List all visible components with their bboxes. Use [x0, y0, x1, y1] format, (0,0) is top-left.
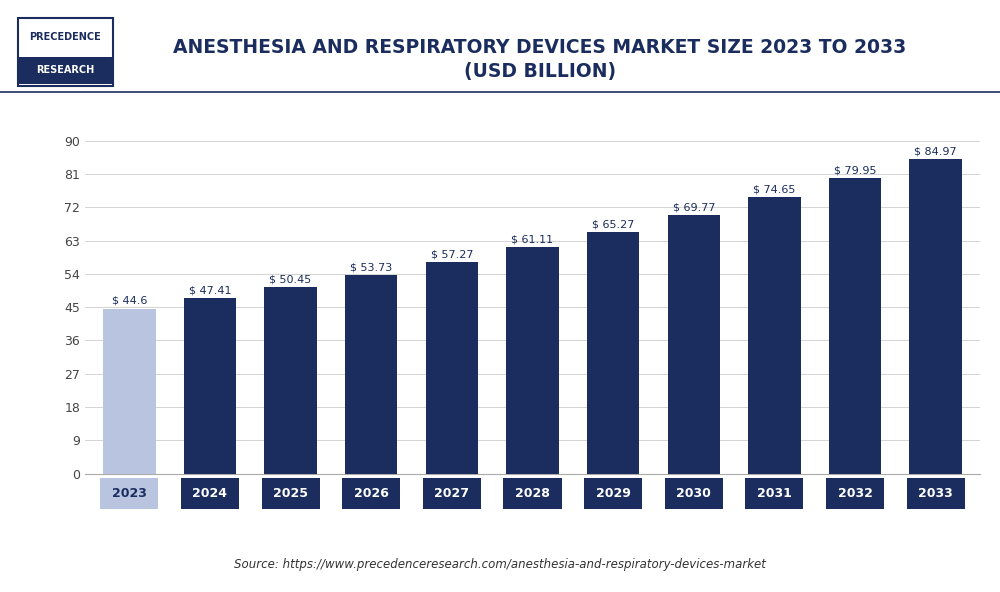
Text: $ 53.73: $ 53.73: [350, 262, 392, 272]
Text: $ 69.77: $ 69.77: [673, 203, 715, 213]
Text: $ 57.27: $ 57.27: [431, 249, 473, 259]
Text: 2027: 2027: [434, 487, 469, 500]
Bar: [748, 197, 801, 474]
Text: $ 50.45: $ 50.45: [269, 274, 312, 284]
Text: PRECEDENCE: PRECEDENCE: [30, 32, 101, 42]
Bar: [264, 287, 317, 474]
Text: $ 47.41: $ 47.41: [189, 285, 231, 295]
Bar: [506, 247, 559, 474]
Text: 2023: 2023: [112, 487, 147, 500]
Text: $ 61.11: $ 61.11: [511, 235, 554, 245]
Text: 2028: 2028: [515, 487, 550, 500]
Text: $ 65.27: $ 65.27: [592, 220, 634, 230]
Text: $ 79.95: $ 79.95: [834, 165, 876, 175]
Text: 2024: 2024: [192, 487, 227, 500]
Bar: [829, 178, 881, 474]
Bar: [103, 308, 156, 474]
Text: 2032: 2032: [838, 487, 872, 500]
Text: 2031: 2031: [757, 487, 792, 500]
Bar: [909, 159, 962, 474]
Text: RESEARCH: RESEARCH: [36, 65, 95, 75]
Text: 2029: 2029: [596, 487, 631, 500]
Text: $ 84.97: $ 84.97: [914, 147, 957, 157]
Text: $ 74.65: $ 74.65: [753, 185, 796, 195]
Text: 2030: 2030: [676, 487, 711, 500]
Text: 2033: 2033: [918, 487, 953, 500]
Bar: [668, 215, 720, 474]
Bar: [345, 275, 397, 474]
Text: ANESTHESIA AND RESPIRATORY DEVICES MARKET SIZE 2023 TO 2033: ANESTHESIA AND RESPIRATORY DEVICES MARKE…: [173, 38, 907, 57]
Text: Source: https://www.precedenceresearch.com/anesthesia-and-respiratory-devices-ma: Source: https://www.precedenceresearch.c…: [234, 558, 766, 571]
Bar: [426, 262, 478, 474]
Bar: [587, 232, 639, 474]
Text: 2025: 2025: [273, 487, 308, 500]
Text: 2026: 2026: [354, 487, 389, 500]
Text: $ 44.6: $ 44.6: [112, 296, 147, 306]
Bar: [184, 298, 236, 474]
Text: (USD BILLION): (USD BILLION): [464, 62, 616, 81]
